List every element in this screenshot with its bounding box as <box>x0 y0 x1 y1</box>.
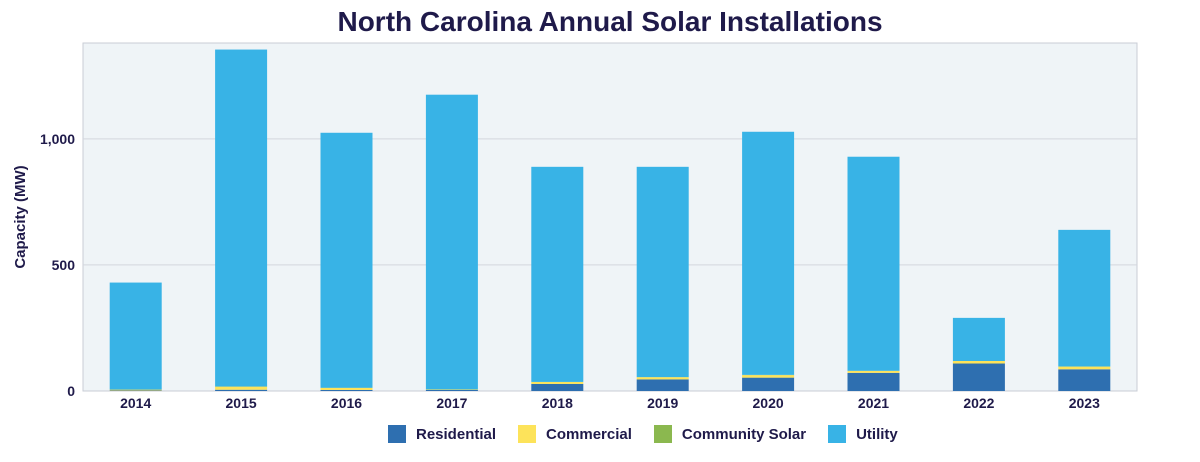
bar-commercial <box>952 360 1005 364</box>
x-tick-label: 2014 <box>120 395 151 411</box>
bar-residential <box>320 389 373 391</box>
bar-commercial <box>320 387 373 390</box>
y-tick-label: 500 <box>52 257 76 273</box>
x-tick-label: 2023 <box>1069 395 1100 411</box>
bar-residential <box>109 390 162 391</box>
bar-residential <box>531 383 584 391</box>
legend-item[interactable]: Community Solar <box>653 425 807 443</box>
legend-item[interactable]: Residential <box>388 425 496 443</box>
x-tick-label: 2019 <box>647 395 678 411</box>
bar-utility <box>1058 229 1111 367</box>
bar-residential <box>952 363 1005 391</box>
legend-label: Residential <box>416 425 497 443</box>
bar-commercial <box>847 370 900 373</box>
legend-swatch <box>828 425 847 443</box>
bar-commercial <box>215 386 268 390</box>
bar-residential <box>1058 369 1111 391</box>
x-tick-label: 2020 <box>753 395 784 411</box>
bar-utility <box>531 166 584 382</box>
bar-commercial <box>742 375 795 378</box>
bar-utility <box>742 131 795 375</box>
bar-residential <box>636 379 689 391</box>
bar-residential <box>215 389 268 391</box>
x-tick-label: 2015 <box>226 395 257 411</box>
y-tick-label: 0 <box>67 383 75 399</box>
bar-utility <box>109 282 162 390</box>
bar-residential <box>847 372 900 391</box>
legend-item[interactable]: Utility <box>828 425 898 443</box>
bar-residential <box>425 389 478 391</box>
legend-swatch <box>518 425 537 443</box>
y-tick-label: 1,000 <box>40 131 75 147</box>
bar-residential <box>742 377 795 391</box>
legend-item[interactable]: Commercial <box>518 425 632 443</box>
legend-label: Commercial <box>546 425 632 443</box>
bar-utility <box>425 94 478 390</box>
x-tick-label: 2018 <box>542 395 573 411</box>
legend: Residential Commercial Community Solar Util… <box>388 425 906 443</box>
bar-commercial <box>1058 366 1111 370</box>
bar-utility <box>320 132 373 388</box>
bar-commercial <box>109 389 162 391</box>
x-tick-label: 2022 <box>963 395 994 411</box>
bar-utility <box>215 49 268 387</box>
bar-utility <box>952 317 1005 361</box>
chart-title: North Carolina Annual Solar Installation… <box>337 6 883 37</box>
bar-commercial <box>636 377 689 380</box>
x-tick-label: 2021 <box>858 395 889 411</box>
bar-commercial <box>425 389 478 390</box>
x-tick-label: 2017 <box>436 395 467 411</box>
y-axis-label: Capacity (MW) <box>12 165 29 268</box>
legend-swatch <box>653 425 672 443</box>
legend-label: Utility <box>856 425 898 443</box>
bar-utility <box>636 166 689 378</box>
legend-swatch <box>388 425 406 443</box>
legend-label: Community Solar <box>681 425 807 443</box>
bar-commercial <box>531 381 584 384</box>
bar-utility <box>847 156 900 371</box>
x-tick-label: 2016 <box>331 395 362 411</box>
